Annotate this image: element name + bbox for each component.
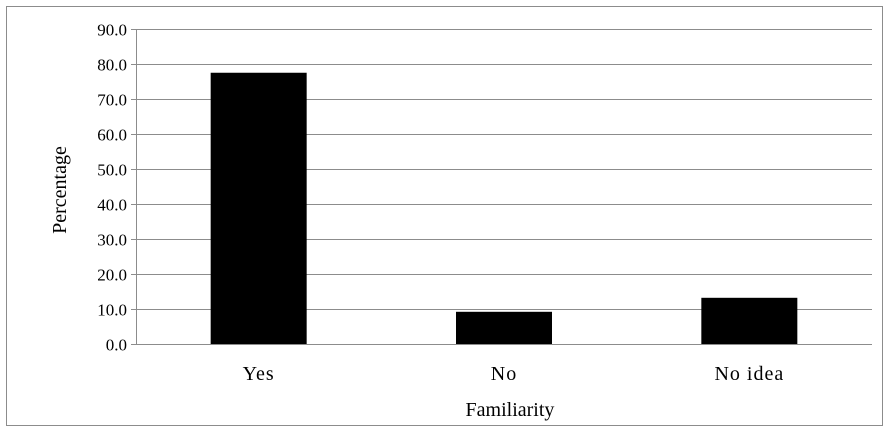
y-tick-label: 30.0 [97, 231, 127, 250]
y-tick-label: 80.0 [97, 56, 127, 75]
x-axis-title: Familiarity [466, 399, 555, 421]
y-tick-label: 90.0 [97, 21, 127, 40]
y-tick-label: 40.0 [97, 196, 127, 215]
bar-no [456, 311, 552, 344]
x-category-labels: Yes No No idea [243, 363, 784, 385]
axes [131, 29, 872, 345]
bars [210, 72, 798, 344]
y-tick-label: 10.0 [97, 301, 127, 320]
x-category-label: No idea [714, 363, 784, 385]
y-tick-label: 0.0 [106, 336, 127, 355]
x-category-label: Yes [243, 363, 275, 385]
y-axis-title: Percentage [49, 146, 71, 234]
chart-frame [6, 6, 883, 426]
y-tick-label: 60.0 [97, 126, 127, 145]
y-tick-label: 20.0 [97, 266, 127, 285]
x-category-label: No [491, 363, 517, 385]
y-tick-labels: 0.0 10.0 20.0 30.0 40.0 50.0 60.0 70.0 80.0 90.0 [97, 21, 127, 355]
y-tick-label: 50.0 [97, 161, 127, 180]
bar-yes [210, 72, 307, 344]
y-tick-label: 70.0 [97, 91, 127, 110]
bar-no-idea [701, 297, 798, 344]
